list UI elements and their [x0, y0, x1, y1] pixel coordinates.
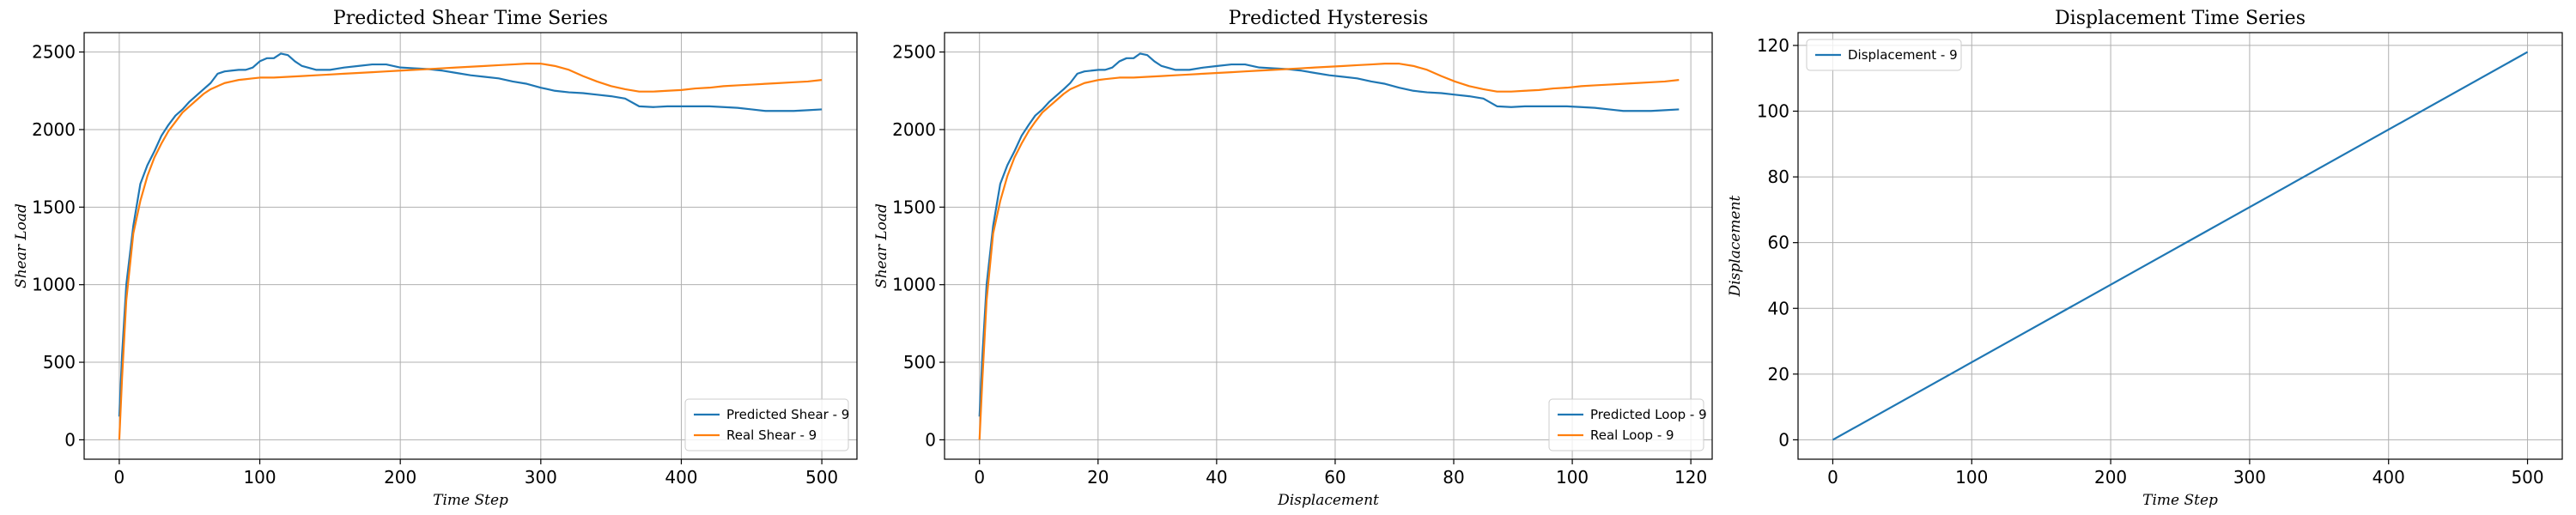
x-tick-label: 60 — [1324, 467, 1346, 488]
y-tick-label: 120 — [1757, 35, 1789, 56]
chart-panel-displacement-time-series: 0 100 200 300 400 500 0 20 40 60 80 100 120 Displacem… — [1727, 8, 2563, 509]
chart-title: Predicted Hysteresis — [1229, 8, 1429, 29]
legend-label: Predicted Loop - 9 — [1590, 407, 1707, 422]
x-tick-label: 200 — [2094, 467, 2127, 488]
x-tick-label: 200 — [384, 467, 416, 488]
legend: Predicted Loop - 9 Real Loop - 9 — [1548, 398, 1707, 451]
x-tick-label: 0 — [1827, 467, 1838, 488]
legend: Displacement - 9 — [1806, 39, 1962, 71]
x-tick-label: 100 — [1955, 467, 1988, 488]
x-tick-label: 120 — [1674, 467, 1707, 488]
y-tick-label: 1500 — [32, 197, 76, 217]
x-tick-label: 400 — [2372, 467, 2405, 488]
x-axis-label: Time Step — [2142, 492, 2218, 509]
y-tick-label: 500 — [903, 352, 936, 373]
x-tick-label: 80 — [1443, 467, 1464, 488]
y-tick-label: 500 — [43, 352, 76, 373]
y-tick-label: 80 — [1768, 167, 1789, 187]
series-line-1 — [118, 52, 823, 417]
x-tick-label: 300 — [525, 467, 557, 488]
y-tick-label: 2000 — [892, 119, 936, 140]
y-axis-label: Shear Load — [13, 203, 30, 288]
x-axis-label: Displacement — [1277, 492, 1379, 509]
series-line-2 — [118, 63, 823, 440]
y-tick-label: 0 — [1778, 429, 1789, 450]
legend-label: Real Shear - 9 — [726, 427, 817, 443]
chart-panel-shear-time-series: 0 100 200 300 400 500 0 500 1000 1500 2000 2500 Pred… — [13, 8, 858, 509]
x-tick-label: 0 — [974, 467, 985, 488]
legend-box — [1806, 39, 1962, 71]
y-tick-label: 20 — [1768, 364, 1789, 385]
legend-label: Real Loop - 9 — [1590, 427, 1674, 443]
series-line-2 — [978, 63, 1680, 440]
y-axis-label: Shear Load — [873, 203, 890, 288]
x-tick-label: 100 — [243, 467, 276, 488]
x-axis-label: Time Step — [433, 492, 508, 509]
plot-frame — [83, 32, 858, 460]
x-tick-label: 300 — [2233, 467, 2266, 488]
y-tick-label: 0 — [925, 429, 936, 450]
x-tick-label: 500 — [2511, 467, 2543, 488]
legend-box — [1548, 398, 1704, 451]
legend-label: Predicted Shear - 9 — [726, 407, 849, 422]
x-tick-label: 500 — [805, 467, 838, 488]
x-tick-label: 20 — [1087, 467, 1109, 488]
chart-title: Displacement Time Series — [2055, 8, 2306, 29]
x-tick-label: 100 — [1556, 467, 1589, 488]
y-tick-label: 1000 — [32, 275, 76, 295]
chart-panel-hysteresis: 0 20 40 60 80 100 120 0 500 1000 1500 2000 2500 Predi… — [873, 8, 1713, 509]
chart-title: Predicted Shear Time Series — [333, 8, 608, 29]
series-line-1 — [1832, 51, 2529, 441]
legend-label: Displacement - 9 — [1848, 47, 1958, 63]
y-tick-label: 60 — [1768, 233, 1789, 253]
y-axis-label: Displacement — [1727, 195, 1744, 297]
y-tick-label: 1500 — [892, 197, 936, 217]
y-tick-label: 2500 — [32, 42, 76, 63]
series-line-1 — [978, 52, 1680, 417]
y-tick-label: 2500 — [892, 42, 936, 63]
x-tick-label: 400 — [665, 467, 697, 488]
x-tick-label: 40 — [1206, 467, 1227, 488]
legend: Predicted Shear - 9 Real Shear - 9 — [684, 398, 849, 451]
y-tick-label: 100 — [1757, 101, 1789, 122]
x-tick-label: 0 — [114, 467, 125, 488]
y-tick-label: 0 — [64, 429, 76, 450]
legend-box — [684, 398, 849, 451]
y-tick-label: 40 — [1768, 298, 1789, 318]
plot-frame — [1797, 32, 2563, 460]
y-tick-label: 1000 — [892, 275, 936, 295]
y-tick-label: 2000 — [32, 119, 76, 140]
plot-frame — [944, 32, 1713, 460]
